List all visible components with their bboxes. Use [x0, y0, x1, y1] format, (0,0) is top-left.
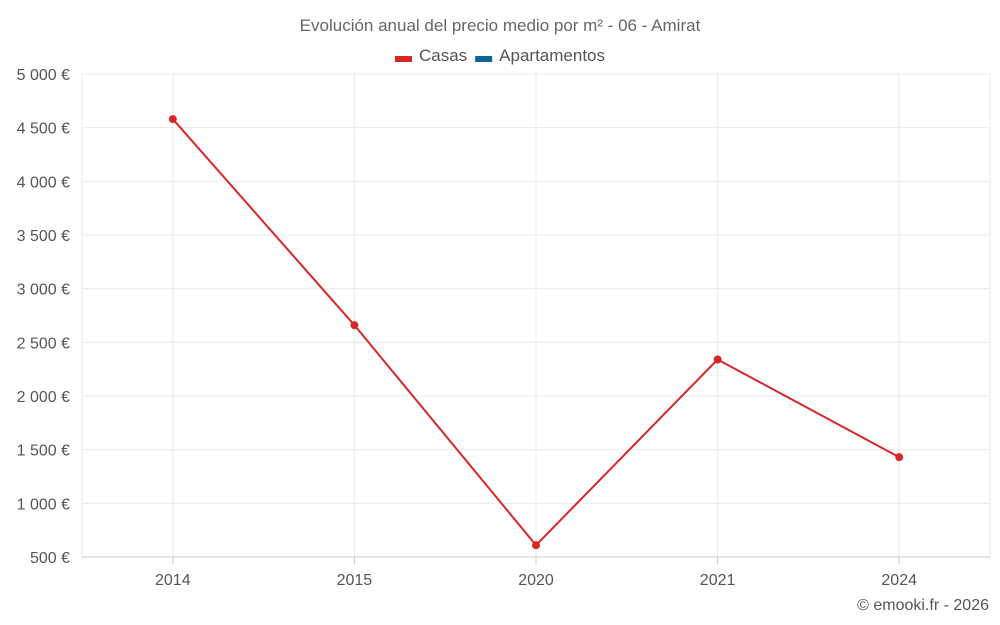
legend-item-casas[interactable]: Casas [394, 46, 467, 65]
chart-title: Evolución anual del precio medio por m² … [300, 16, 701, 35]
legend-swatch [394, 56, 412, 62]
credit-text: © emooki.fr - 2026 [857, 597, 989, 614]
data-point-casas[interactable] [532, 541, 540, 550]
y-tick-label: 1 500 € [17, 443, 70, 460]
grid [81, 73, 991, 557]
y-tick-label: 4 000 € [17, 174, 70, 191]
data-point-casas[interactable] [168, 115, 177, 124]
legend[interactable]: Casas Apartamentos [394, 46, 605, 65]
y-tick-label: 500 € [30, 550, 70, 567]
legend-label: Apartamentos [499, 46, 605, 65]
x-axis: 2014 2015 2020 2021 2024 [82, 556, 990, 589]
legend-label: Casas [419, 46, 467, 65]
x-tick-label: 2020 [518, 572, 554, 589]
y-tick-label: 3 000 € [17, 282, 70, 299]
y-axis: 500 € 1 000 € 1 500 € 2 000 € 2 500 € 3 000 €… [17, 67, 70, 567]
y-tick-label: 5 000 € [17, 67, 70, 84]
x-tick-label: 2014 [155, 572, 191, 589]
series-layer [168, 115, 904, 550]
y-tick-label: 1 000 € [17, 496, 70, 513]
legend-item-apartamentos[interactable]: Apartamentos [475, 46, 605, 65]
y-tick-label: 2 000 € [17, 389, 70, 406]
data-point-casas[interactable] [350, 321, 359, 330]
y-tick-label: 2 500 € [17, 335, 70, 352]
x-tick-label: 2021 [700, 572, 736, 589]
x-tick-label: 2015 [337, 572, 373, 589]
legend-swatch [475, 56, 493, 62]
x-tick-label: 2024 [881, 572, 917, 589]
y-tick-label: 4 500 € [17, 121, 70, 138]
data-point-casas[interactable] [713, 355, 722, 364]
data-point-casas[interactable] [895, 453, 904, 462]
y-tick-label: 3 500 € [17, 228, 70, 245]
